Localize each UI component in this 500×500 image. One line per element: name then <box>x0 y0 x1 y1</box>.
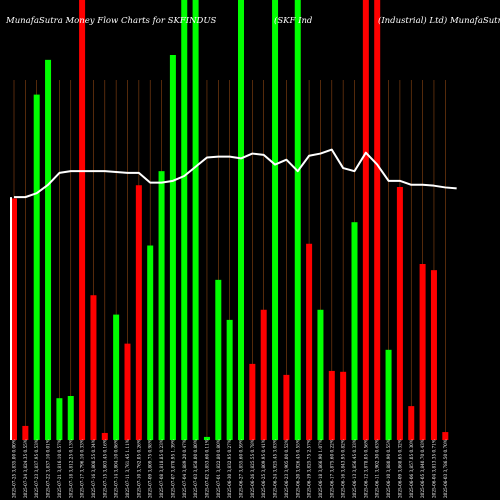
money-flow-bar <box>340 371 347 440</box>
x-tick-label: 2025-07-04 3,889.20 0.47% <box>182 439 187 498</box>
x-tick-label: 2025-06-20 3,926.45 0.55% <box>295 439 300 498</box>
money-flow-bar <box>181 0 188 440</box>
money-flow-bar <box>33 94 40 440</box>
x-tick-label: 2025-07-10 3,762.05 0.26% <box>136 439 141 498</box>
x-tick-label: 2025-07-08 3,818.85 0.23% <box>159 439 164 498</box>
x-tick-label: 2025-07-25 3,835.00 0.00% <box>12 439 17 498</box>
money-flow-bar <box>249 363 256 440</box>
x-tick-label: 2025-06-24 3,925.45 3.03% <box>273 439 278 498</box>
money-flow-bar <box>396 187 403 440</box>
chart-title-middle: (SKF Ind <box>274 15 313 26</box>
chart-title-right: (Industrial) Ltd) MunafaSutra.com <box>378 15 500 26</box>
x-tick-label: 2025-07-14 3,804.10 0.06% <box>114 439 119 498</box>
money-flow-bar <box>22 425 29 440</box>
money-flow-bar <box>272 0 279 440</box>
x-tick-label: 2025-07-24 3,824.35 0.55% <box>23 439 28 498</box>
x-tick-label: 2025-07-03 3,858.00 0.80% <box>193 439 198 498</box>
money-flow-bar <box>430 270 437 440</box>
money-flow-bar <box>79 0 86 440</box>
x-tick-label: 2025-07-22 3,837.10 0.01% <box>46 439 51 498</box>
money-flow-bar <box>147 245 154 440</box>
money-flow-bar <box>419 264 426 440</box>
x-tick-label: 2025-06-19 3,825.75 2.57% <box>307 439 312 498</box>
money-flow-bar <box>135 185 142 440</box>
x-tick-label: 2025-07-15 3,803.45 0.16% <box>102 439 107 498</box>
line-series <box>10 148 457 440</box>
money-flow-bar <box>203 436 210 440</box>
money-flow-bar <box>169 55 176 440</box>
x-tick-label: 2025-06-05 3,840.70 0.43% <box>420 439 425 498</box>
money-flow-bar <box>238 0 244 440</box>
money-flow-bar <box>113 314 120 440</box>
x-tick-label: 2025-06-30 3,832.95 0.27% <box>227 439 232 498</box>
x-tick-label: 2025-07-11 3,761.45 1.11% <box>125 439 130 498</box>
money-flow-bar <box>90 295 97 440</box>
x-tick-label: 2025-06-23 3,905.00 0.52% <box>284 439 289 498</box>
money-flow-bar <box>351 222 358 440</box>
money-flow-bar <box>294 0 301 440</box>
x-tick-label: 2025-07-09 3,809.75 0.98% <box>148 439 153 498</box>
money-flow-bar <box>283 374 290 440</box>
money-flow-bar <box>328 370 335 440</box>
x-tick-label: 2025-06-17 3,875.60 0.22% <box>329 439 334 498</box>
money-flow-bar <box>260 309 267 440</box>
money-flow-bar <box>67 396 74 440</box>
x-tick-labels: 2025-07-25 3,835.00 0.00% 2025-07-24 3,82… <box>12 439 448 498</box>
x-tick-label: 2025-06-10 3,880.90 0.55% <box>386 439 391 498</box>
x-tick-label: 2025-06-18 3,866.90 1.07% <box>318 439 323 498</box>
x-tick-label: 2025-07-02 3,853.60 0.11% <box>204 439 209 498</box>
money-flow-bar <box>192 0 199 440</box>
money-flow-bar <box>374 0 381 440</box>
x-tick-label: 2025-06-26 3,825.55 0.78% <box>250 439 255 498</box>
money-flow-bar <box>56 398 63 440</box>
money-flow-bar <box>158 171 165 440</box>
x-tick-label: 2025-07-21 3,816.10 0.57% <box>57 439 62 498</box>
x-tick-label: 2025-06-27 3,855.60 0.59% <box>239 439 244 498</box>
money-flow-bar <box>45 59 52 441</box>
money-flow-bar <box>362 0 369 440</box>
x-tick-label: 2025-06-13 3,856.45 0.33% <box>352 439 357 498</box>
x-tick-label: 2025-06-03 3,786.50 0.70% <box>443 439 448 498</box>
chart-title-left: MunafaSutra Money Flow Charts for SKFIND… <box>5 16 216 26</box>
money-flow-bar <box>124 343 131 440</box>
money-flow-bar <box>442 432 449 440</box>
money-flow-bar <box>385 349 392 440</box>
x-tick-label: 2025-07-07 3,870.95 1.39% <box>170 439 175 498</box>
x-tick-label: 2025-06-09 3,868.65 0.32% <box>397 439 402 498</box>
x-tick-label: 2025-06-25 3,809.95 0.41% <box>261 439 266 498</box>
x-tick-label: 2025-06-06 3,857.05 0.30% <box>409 439 414 498</box>
money-flow-line <box>14 148 457 199</box>
x-tick-label: 2025-06-04 3,813.35 0.71% <box>431 439 436 498</box>
bar-series <box>11 0 449 441</box>
money-flow-bar <box>317 309 324 440</box>
money-flow-bar <box>226 319 233 440</box>
x-tick-label: 2025-07-16 3,808.55 0.34% <box>91 439 96 498</box>
x-tick-label: 2025-06-11 3,902.30 0.63% <box>375 439 380 498</box>
money-flow-bar <box>306 243 313 440</box>
x-tick-label: 2025-06-16 3,843.95 0.82% <box>341 439 346 498</box>
x-tick-label: 2025-06-12 3,878.05 0.56% <box>363 439 368 498</box>
x-tick-label: 2025-07-23 3,837.95 0.53% <box>34 439 39 498</box>
x-tick-label: 2025-07-18 3,812.25 0.13% <box>68 439 73 498</box>
money-flow-bar <box>11 198 17 440</box>
money-flow-bar <box>215 279 222 440</box>
x-tick-label: 2025-07-01 3,822.80 0.80% <box>216 439 221 498</box>
money-flow-bar <box>408 406 415 440</box>
money-flow-bar <box>101 432 108 440</box>
x-tick-label: 2025-07-17 3,796.10 0.33% <box>80 439 85 498</box>
